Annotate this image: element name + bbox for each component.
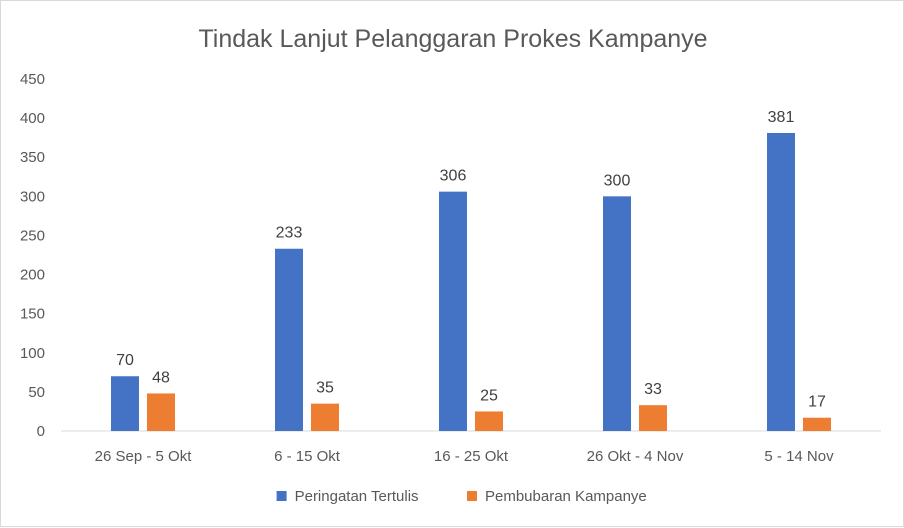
y-tick-label-8: 400 [20, 110, 45, 127]
data-label-s0-c0: 70 [116, 352, 134, 369]
bar-s0-c0 [111, 376, 139, 431]
bars: 70 48 233 35 306 25 300 33 381 17 [111, 109, 831, 431]
bar-s0-c2 [439, 191, 467, 431]
y-tick-label-3: 150 [20, 306, 45, 323]
y-tick-label-2: 100 [20, 345, 45, 362]
x-category-label-2: 16 - 25 Okt [434, 448, 509, 465]
x-category-label-4: 5 - 14 Nov [764, 448, 834, 465]
chart-title: Tindak Lanjut Pelanggaran Prokes Kampany… [198, 25, 707, 53]
legend-label-1: Pembubaran Kampanye [485, 488, 647, 505]
y-tick-label-0: 0 [37, 423, 45, 440]
data-label-s0-c1: 233 [276, 225, 303, 242]
y-tick-label-6: 300 [20, 188, 45, 205]
bar-s0-c4 [767, 132, 795, 431]
data-label-s1-c2: 25 [480, 387, 498, 404]
y-tick-label-5: 250 [20, 227, 45, 244]
x-category-label-0: 26 Sep - 5 Okt [95, 448, 193, 465]
data-label-s1-c4: 17 [808, 394, 826, 411]
bar-s1-c0 [147, 393, 175, 431]
y-tick-label-1: 50 [28, 384, 45, 401]
data-label-s1-c1: 35 [316, 380, 334, 397]
legend-swatch-1 [467, 491, 477, 501]
bar-s0-c3 [603, 196, 631, 431]
x-category-label-3: 26 Okt - 4 Nov [587, 448, 684, 465]
legend-swatch-0 [276, 491, 287, 501]
bar-s0-c1 [275, 248, 303, 431]
data-label-s0-c2: 306 [440, 168, 467, 185]
x-axis-categories: 26 Sep - 5 Okt 6 - 15 Okt 16 - 25 Okt 26 Ok… [95, 448, 834, 465]
x-category-label-1: 6 - 15 Okt [274, 448, 341, 465]
y-tick-label-7: 350 [20, 149, 45, 166]
bar-s1-c4 [803, 417, 831, 431]
bar-s1-c3 [639, 405, 667, 431]
data-label-s0-c3: 300 [604, 172, 631, 189]
data-label-s1-c0: 48 [152, 369, 170, 386]
legend-label-0: Peringatan Tertulis [295, 488, 419, 505]
data-label-s0-c4: 381 [768, 109, 795, 126]
bar-s1-c1 [311, 403, 339, 431]
y-tick-label-9: 450 [20, 71, 45, 88]
y-tick-label-4: 200 [20, 267, 45, 284]
bar-s1-c2 [475, 411, 503, 431]
data-label-s1-c3: 33 [644, 381, 662, 398]
y-axis: 0 50 100 150 200 250 300 350 400 450 [20, 71, 45, 440]
legend: Peringatan Tertulis Pembubaran Kampanye [276, 488, 647, 505]
